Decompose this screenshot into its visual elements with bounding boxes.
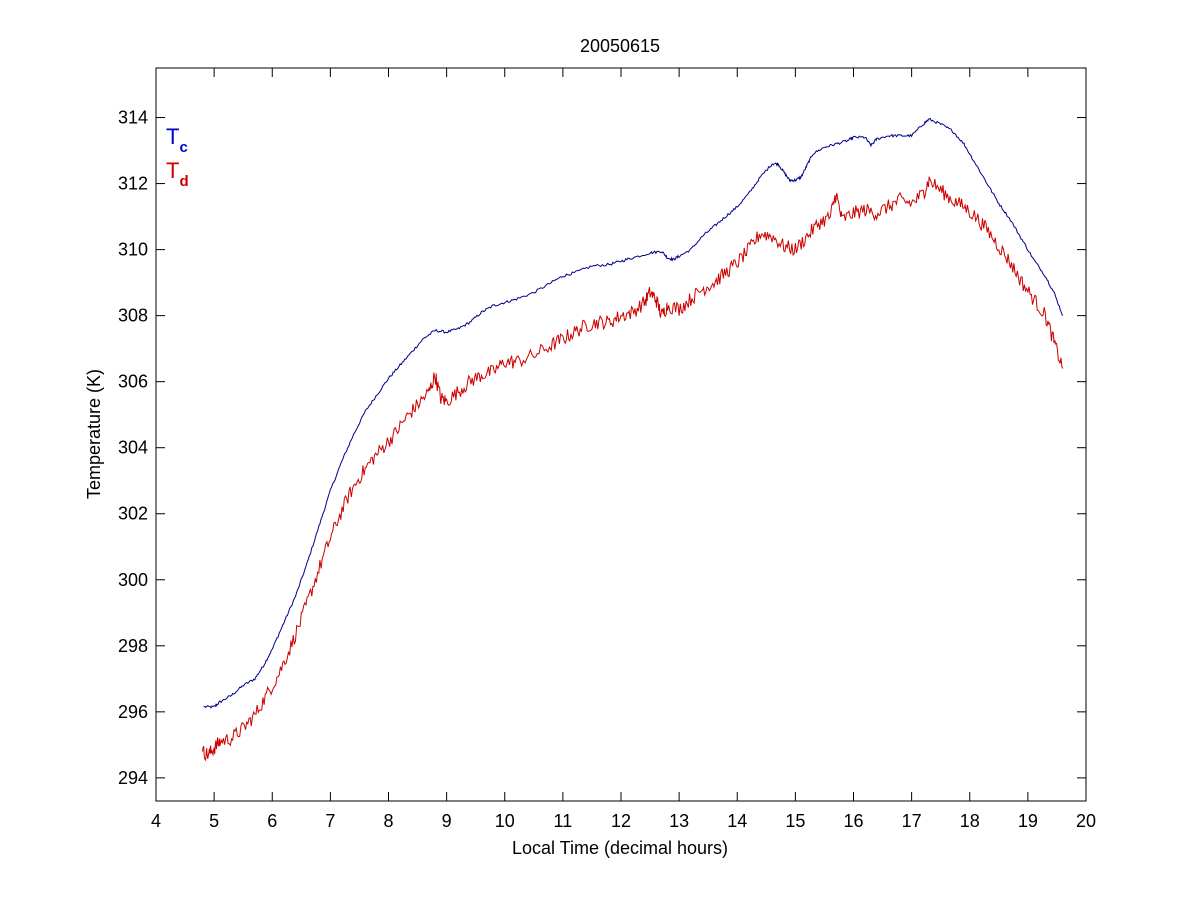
y-tick-label: 314 xyxy=(118,108,148,128)
legend-subscript: c xyxy=(179,139,187,156)
y-axis-label: Temperature (K) xyxy=(84,369,104,499)
x-tick-label: 6 xyxy=(267,811,277,831)
y-tick-label: 300 xyxy=(118,570,148,590)
legend-subscript: d xyxy=(179,173,188,190)
y-tick-label: 294 xyxy=(118,768,148,788)
x-tick-label: 11 xyxy=(554,811,573,831)
x-tick-label: 19 xyxy=(1018,811,1038,831)
y-tick-label: 302 xyxy=(118,504,148,524)
x-tick-label: 7 xyxy=(325,811,335,831)
y-tick-label: 308 xyxy=(118,306,148,326)
x-tick-label: 18 xyxy=(960,811,980,831)
legend-entry-label: Tc xyxy=(166,124,188,156)
legend-symbol: T xyxy=(166,124,179,149)
legend-symbol: T xyxy=(166,158,179,183)
x-tick-label: 10 xyxy=(495,811,515,831)
x-tick-label: 13 xyxy=(669,811,689,831)
y-tick-label: 312 xyxy=(118,174,148,194)
x-tick-label: 20 xyxy=(1076,811,1096,831)
y-tick-label: 310 xyxy=(118,240,148,260)
plot-area: 4 5 6 7 8 9 10 11 12 13 14 15 16 17 18 19 20 294 296 298 300… xyxy=(118,67,1096,831)
x-tick-label: 9 xyxy=(442,811,452,831)
chart-title: 20050615 xyxy=(580,36,660,56)
x-tick-label: 5 xyxy=(209,811,219,831)
series-line-2 xyxy=(202,176,1064,762)
legend-entry-1: Tc xyxy=(166,124,188,156)
x-tick-label: 17 xyxy=(902,811,922,831)
x-tick-label: 8 xyxy=(383,811,393,831)
y-tick-label: 304 xyxy=(118,438,148,458)
x-tick-label: 15 xyxy=(785,811,805,831)
x-axis-label: Local Time (decimal hours) xyxy=(512,838,728,858)
legend-entry-2: Td xyxy=(166,158,189,190)
y-tick-label: 296 xyxy=(118,702,148,722)
series-line-1 xyxy=(203,117,1064,709)
legend-entry-label: Td xyxy=(166,158,189,190)
y-tick-label: 298 xyxy=(118,636,148,656)
x-tick-label: 4 xyxy=(151,811,161,831)
x-tick-label: 16 xyxy=(843,811,863,831)
x-tick-label: 12 xyxy=(611,811,631,831)
x-tick-label: 14 xyxy=(727,811,747,831)
y-tick-label: 306 xyxy=(118,372,148,392)
